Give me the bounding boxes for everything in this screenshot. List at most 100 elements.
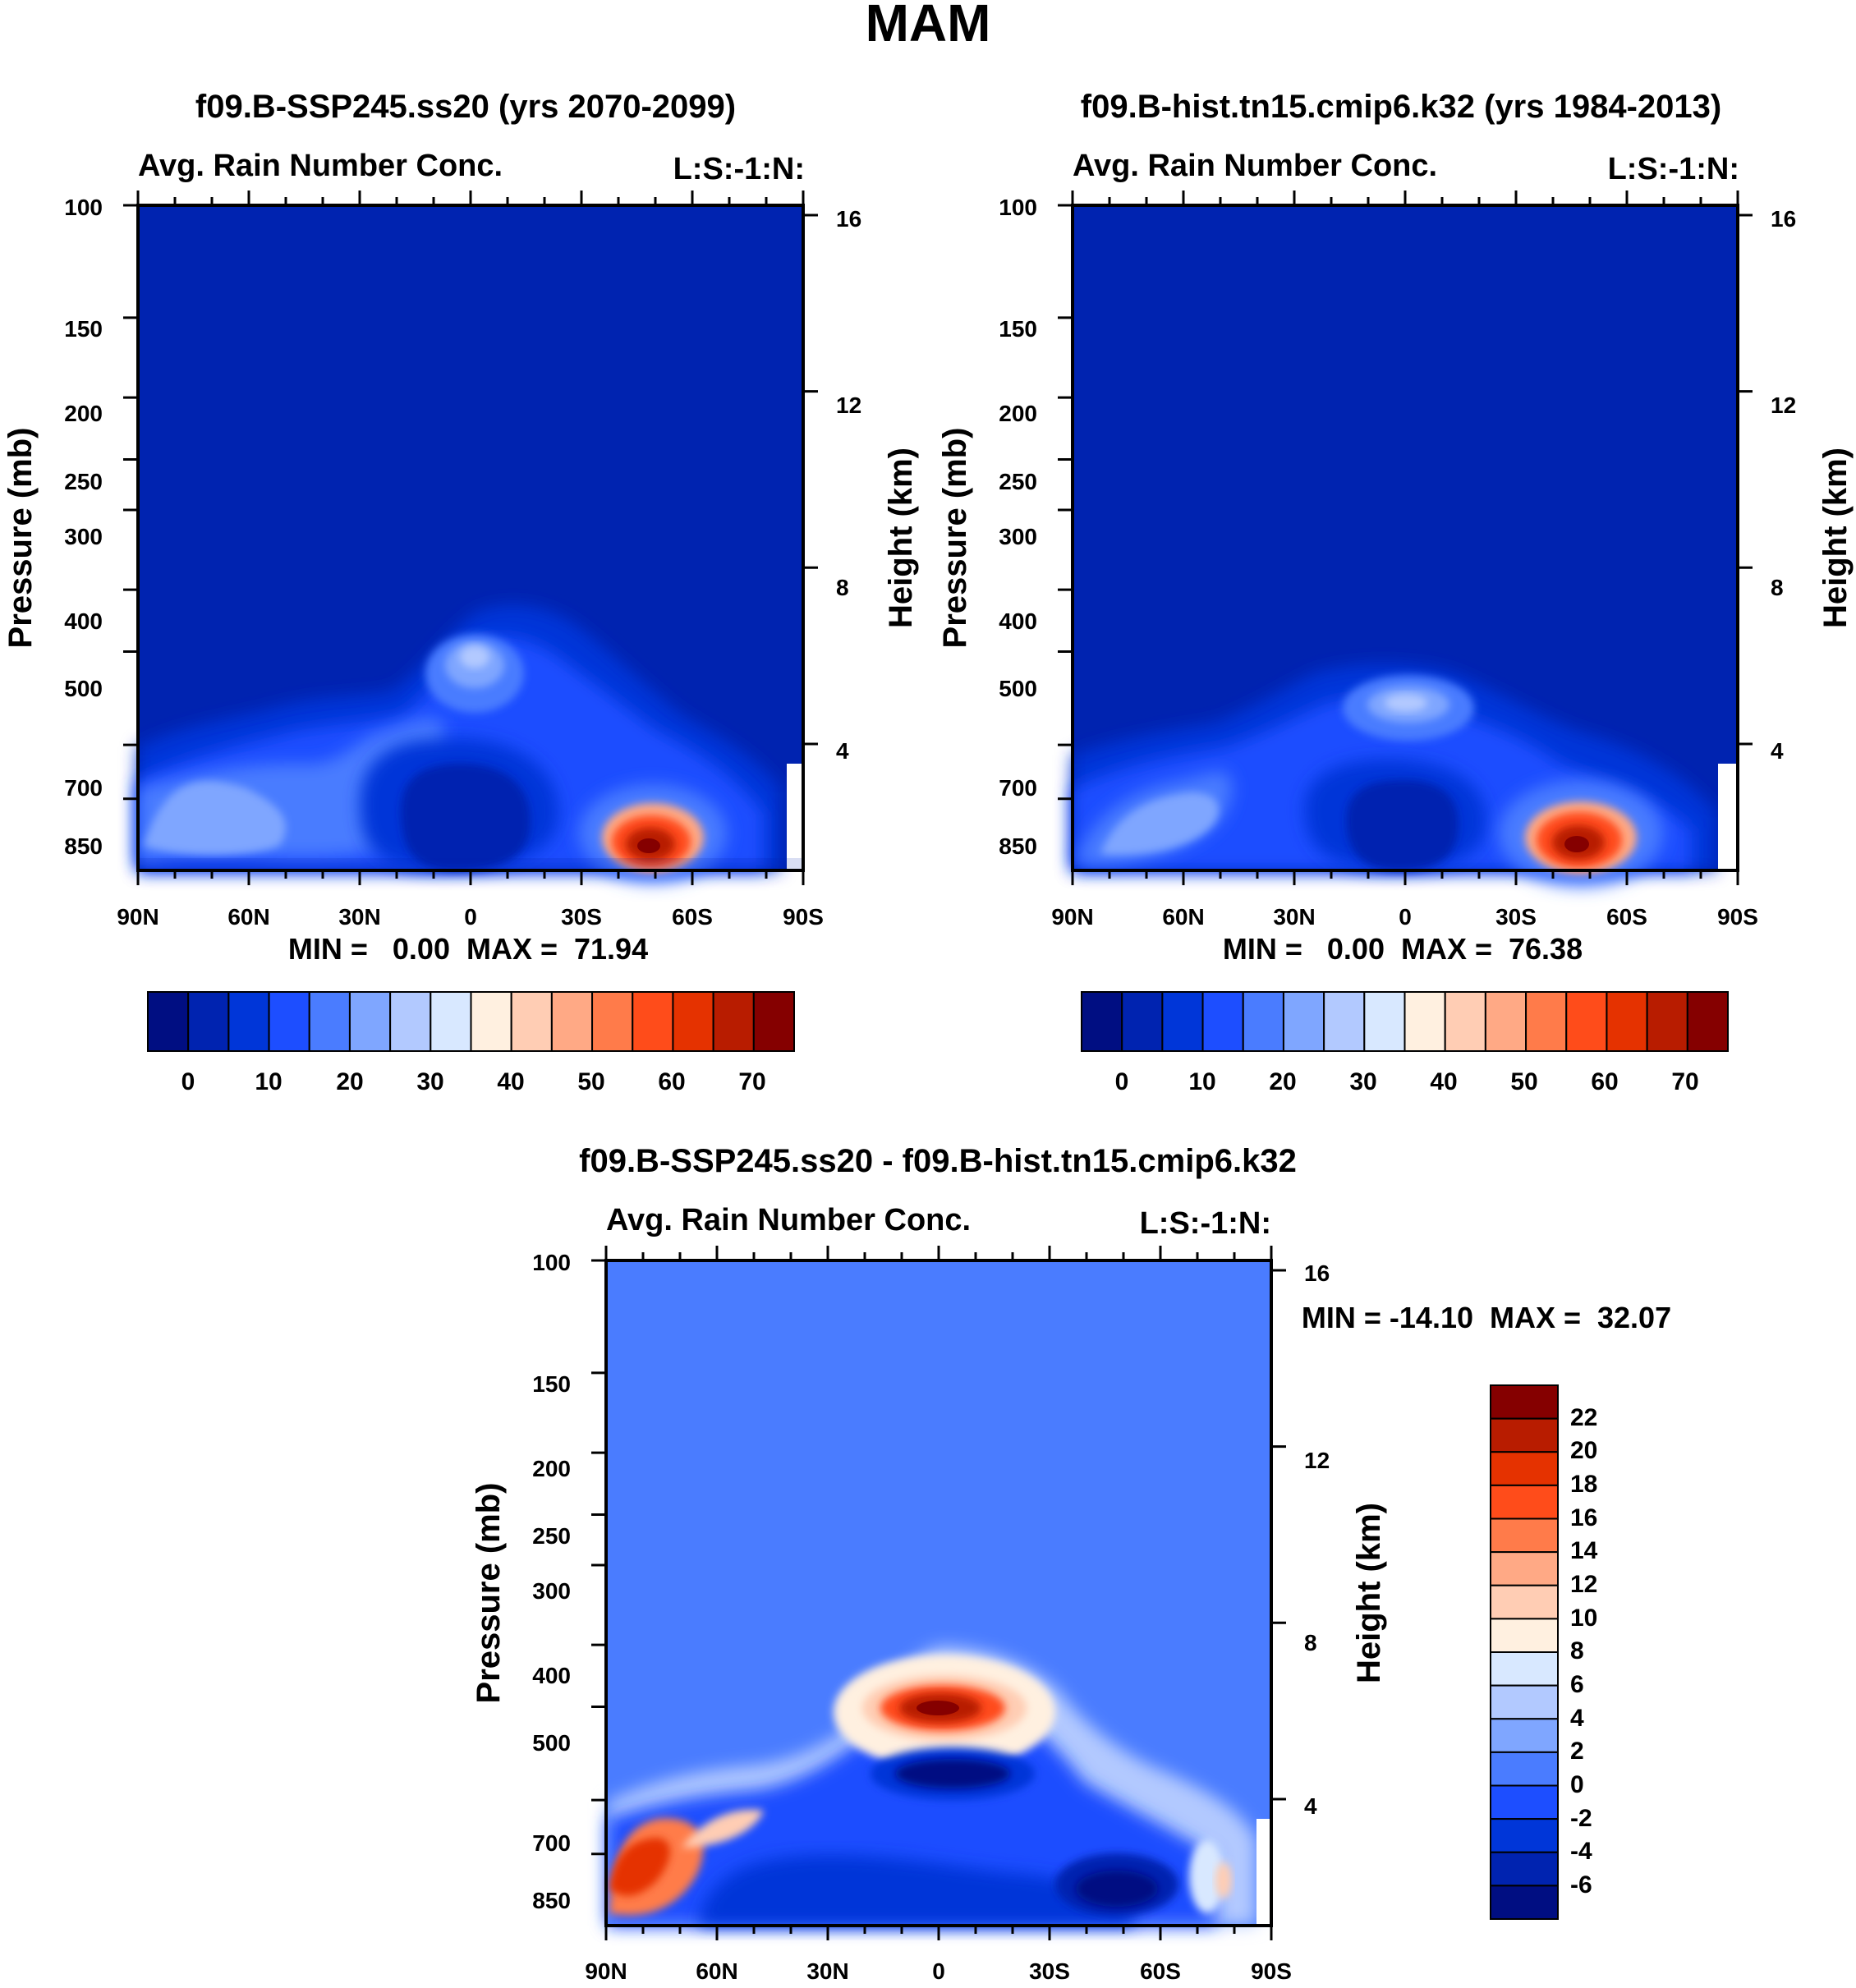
x-tick-label: 30N [806, 1958, 848, 1984]
y-tick-label: 850 [532, 1888, 571, 1913]
x-tick-label: 90S [783, 904, 824, 930]
colorbar-label: 10 [255, 1068, 282, 1095]
colorbar-label: 0 [1115, 1068, 1129, 1095]
colorbar-label: 0 [181, 1068, 195, 1095]
colorbar-box [672, 991, 714, 1052]
colorbar-box [1242, 991, 1284, 1052]
y-tick-label: 400 [999, 608, 1037, 634]
y-tick-label: 500 [999, 676, 1037, 701]
y2-tick-label: 12 [1771, 393, 1796, 418]
colorbar-box [550, 991, 594, 1052]
colorbar-box [1323, 991, 1366, 1052]
y2-axis-label: Height (km) [1351, 1503, 1387, 1683]
y2-axis: 16 12 8 4 [1771, 206, 1796, 764]
y-tick-label: 500 [64, 676, 103, 701]
colorbar-box [1606, 991, 1648, 1052]
colorbar-box [1121, 991, 1164, 1052]
colorbar-box [1646, 991, 1688, 1052]
y2-axis-label: Height (km) [883, 448, 919, 628]
y-tick-label: 200 [532, 1456, 571, 1481]
y-tick-label: 300 [532, 1578, 571, 1604]
y2-tick-label: 16 [836, 206, 861, 232]
colorbar-box [1444, 991, 1486, 1052]
colorbar-box [1490, 1784, 1559, 1820]
colorbar-box [1490, 1684, 1559, 1720]
y-tick-label: 100 [64, 195, 103, 220]
y-axis: 100 150 200 250 300 400 500 700 850 [999, 195, 1037, 859]
y2-tick-label: 16 [1304, 1260, 1330, 1286]
x-tick-label: 30N [1273, 904, 1315, 930]
axis-ticks [123, 191, 1753, 1940]
stats-text: MIN = -14.10 MAX = 32.07 [1302, 1301, 1671, 1334]
colorbar-box [308, 991, 351, 1052]
colorbar-label: 20 [1570, 1437, 1597, 1464]
colorbar-label: 14 [1570, 1537, 1598, 1564]
y2-axis: 16 12 8 4 [1304, 1260, 1330, 1819]
y-axis-label: Pressure (mb) [937, 428, 973, 649]
colorbar-label: 16 [1570, 1504, 1597, 1531]
x-tick-label: 60N [227, 904, 269, 930]
y2-tick-label: 8 [1771, 575, 1784, 600]
colorbar-label: 12 [1570, 1571, 1597, 1598]
plot-field [606, 1260, 1271, 1926]
x-tick-label: 60S [672, 904, 713, 930]
right-label: L:S:-1:N: [673, 152, 805, 186]
y-tick-label: 300 [64, 524, 103, 549]
colorbar: 0 10 20 30 40 50 60 70 [147, 991, 795, 1095]
left-label: Avg. Rain Number Conc. [138, 149, 503, 183]
colorbar-box [1282, 991, 1325, 1052]
stats-text: MIN = 0.00 MAX = 76.38 [1223, 932, 1583, 966]
colorbar-label: 10 [1188, 1068, 1215, 1095]
colorbar-box [1490, 1818, 1559, 1853]
y-tick-label: 250 [532, 1523, 571, 1549]
y-tick-label: 200 [999, 401, 1037, 426]
colorbar-label: 60 [1591, 1068, 1618, 1095]
x-tick-label: 30S [1495, 904, 1537, 930]
y-tick-label: 500 [532, 1730, 571, 1756]
colorbar-box [1490, 1417, 1559, 1453]
colorbar-label: 40 [1430, 1068, 1457, 1095]
colorbar-box [1686, 991, 1729, 1052]
y-tick-label: 150 [532, 1371, 571, 1397]
left-label: Avg. Rain Number Conc. [606, 1203, 971, 1237]
panel-hist: f09.B-hist.tn15.cmip6.k32 (yrs 1984-2013… [937, 89, 1854, 1095]
colorbar-box [591, 991, 634, 1052]
colorbar-box [1565, 991, 1608, 1052]
colorbar-boxes [1081, 991, 1729, 1052]
y-axis: 100 150 200 250 300 400 500 700 850 [532, 1250, 571, 1913]
colorbar-boxes [1490, 1384, 1559, 1920]
y2-tick-label: 4 [1304, 1793, 1317, 1819]
colorbar-box [268, 991, 310, 1052]
panel-title: f09.B-SSP245.ss20 - f09.B-hist.tn15.cmip… [579, 1143, 1297, 1179]
colorbar-label: -4 [1570, 1838, 1592, 1865]
x-tick-label: 90N [585, 1958, 627, 1984]
y-tick-label: 100 [999, 195, 1037, 220]
colorbar-box [1490, 1885, 1559, 1920]
y-tick-label: 400 [532, 1663, 571, 1688]
colorbar-box [430, 991, 472, 1052]
plot-field [1073, 205, 1738, 887]
colorbar-label: 20 [1269, 1068, 1296, 1095]
y-tick-label: 300 [999, 524, 1037, 549]
colorbar-label: 50 [1510, 1068, 1537, 1095]
left-label: Avg. Rain Number Conc. [1073, 149, 1437, 183]
colorbar-box [1201, 991, 1244, 1052]
colorbar-label: 10 [1570, 1605, 1597, 1632]
colorbar-box [1525, 991, 1568, 1052]
colorbar-box [227, 991, 270, 1052]
x-tick-label: 60S [1140, 1958, 1181, 1984]
colorbar-label: 0 [1570, 1771, 1584, 1798]
y-tick-label: 100 [532, 1250, 571, 1275]
x-tick-label: 90S [1717, 904, 1758, 930]
x-tick-label: 30S [561, 904, 602, 930]
colorbar-label: 20 [336, 1068, 363, 1095]
figure-title: MAM [866, 0, 991, 53]
panel-title: f09.B-SSP245.ss20 (yrs 2070-2099) [195, 89, 736, 125]
colorbar-box [348, 991, 392, 1052]
y2-axis: 16 12 8 4 [836, 206, 861, 764]
colorbar-box [1161, 991, 1204, 1052]
y-axis: 100 150 200 250 300 400 500 700 850 [64, 195, 103, 859]
colorbar-box [147, 991, 190, 1052]
colorbar-box [1490, 1751, 1559, 1787]
